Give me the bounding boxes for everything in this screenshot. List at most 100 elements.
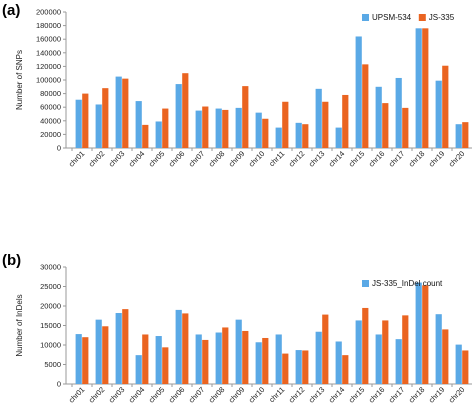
bar-chr13-series-2 <box>322 314 329 384</box>
y-axis-title: Number of InDels <box>15 294 24 356</box>
bar-chr12-series-2 <box>302 350 309 384</box>
bar-chr11-series-2 <box>282 101 289 148</box>
y-tick-label: 5000 <box>44 360 61 369</box>
legend-label: UPSM-534 <box>372 13 412 22</box>
bar-chr20-series-2 <box>462 122 469 148</box>
x-tick-label: chr12 <box>287 149 307 169</box>
bar-chr12-series-2 <box>302 124 309 148</box>
x-tick-label: chr19 <box>427 385 447 405</box>
bar-chr14-series-2 <box>342 355 349 384</box>
bar-chr02-series-2 <box>102 88 109 148</box>
legend-swatch <box>362 14 369 21</box>
y-tick-label: 140000 <box>36 48 61 57</box>
x-tick-label: chr09 <box>227 149 247 169</box>
bar-chr04-series-2 <box>142 124 149 148</box>
bar-chr02-series-1 <box>95 319 102 384</box>
bar-chr04-series-2 <box>142 334 149 384</box>
y-tick-label: 15000 <box>40 321 61 330</box>
bar-chr08-series-1 <box>215 332 222 384</box>
y-tick-label: 180000 <box>36 21 61 30</box>
bar-chr05-series-1 <box>155 336 162 384</box>
x-tick-label: chr17 <box>387 385 407 405</box>
bar-chr10-series-1 <box>255 112 262 148</box>
x-tick-label: chr11 <box>267 385 286 404</box>
bar-chr01-series-2 <box>82 337 89 384</box>
x-tick-label: chr16 <box>367 149 387 169</box>
bar-chr03-series-2 <box>122 78 129 148</box>
x-tick-label: chr18 <box>407 149 427 169</box>
x-tick-label: chr01 <box>67 149 87 169</box>
bar-chr06-series-1 <box>175 84 182 148</box>
x-tick-label: chr05 <box>147 149 167 169</box>
bar-chr10-series-1 <box>255 342 262 384</box>
x-tick-label: chr09 <box>227 385 247 405</box>
x-tick-label: chr05 <box>147 385 167 405</box>
x-tick-label: chr15 <box>347 149 367 169</box>
bar-chr18-series-2 <box>422 28 429 148</box>
x-tick-label: chr02 <box>87 149 107 169</box>
bar-chr11-series-1 <box>275 127 282 148</box>
bar-chr06-series-2 <box>182 313 189 384</box>
bar-chr16-series-2 <box>382 103 389 148</box>
bar-chr01-series-2 <box>82 93 89 148</box>
y-tick-label: 60000 <box>40 103 61 112</box>
x-tick-label: chr13 <box>307 385 327 405</box>
y-tick-label: 200000 <box>36 8 61 17</box>
bar-chr14-series-2 <box>342 94 349 148</box>
bar-chr19-series-2 <box>442 329 449 384</box>
bar-chr19-series-2 <box>442 65 449 148</box>
bar-chr14-series-1 <box>335 341 342 384</box>
bar-chr13-series-1 <box>315 331 322 384</box>
x-tick-label: chr07 <box>187 385 207 405</box>
bar-chr07-series-2 <box>202 106 209 148</box>
bar-chr15-series-2 <box>362 307 369 384</box>
bar-chr10-series-2 <box>262 118 269 148</box>
bar-chr04-series-1 <box>135 101 142 148</box>
x-tick-label: chr14 <box>327 149 347 169</box>
x-tick-label: chr06 <box>167 385 187 405</box>
x-tick-label: chr04 <box>127 149 147 169</box>
bar-chr04-series-1 <box>135 355 142 384</box>
bar-chr05-series-2 <box>162 347 169 384</box>
chart-panel-b: 0 5000 10000 15000 20000 25000 30000 Number of … <box>15 263 472 405</box>
bar-chr19-series-1 <box>435 80 442 148</box>
legend-swatch <box>362 280 369 287</box>
bar-chr03-series-2 <box>122 309 129 384</box>
bar-chr09-series-2 <box>242 330 249 384</box>
bar-chr09-series-1 <box>235 319 242 384</box>
y-tick-label: 160000 <box>36 35 61 44</box>
x-tick-label: chr10 <box>247 149 267 169</box>
y-tick-label: 80000 <box>40 89 61 98</box>
bar-chr18-series-1 <box>415 282 422 384</box>
y-tick-label: 120000 <box>36 62 61 71</box>
x-tick-label: chr01 <box>67 385 87 405</box>
y-tick-label: 40000 <box>40 116 61 125</box>
bar-chr02-series-1 <box>95 104 102 148</box>
bar-chr17-series-2 <box>402 315 409 384</box>
bar-chr13-series-2 <box>322 101 329 148</box>
bar-chr12-series-1 <box>295 122 302 148</box>
x-tick-label: chr03 <box>107 385 127 405</box>
x-tick-label: chr14 <box>327 385 347 405</box>
chart-panel-a: 0 20000 40000 60000 80000 100000 120000 140000 1… <box>15 8 472 169</box>
x-tick-label: chr03 <box>107 149 127 169</box>
bar-chr16-series-1 <box>375 334 382 384</box>
bar-chr13-series-1 <box>315 88 322 148</box>
bar-chr08-series-1 <box>215 108 222 148</box>
bar-chr11-series-1 <box>275 334 282 384</box>
bar-chr05-series-2 <box>162 108 169 148</box>
y-tick-label: 20000 <box>40 302 61 311</box>
bar-chr18-series-2 <box>422 285 429 384</box>
x-tick-label: chr08 <box>207 385 227 405</box>
legend-label: JS-335_InDel count <box>372 279 443 288</box>
x-tick-label: chr06 <box>167 149 187 169</box>
bar-chr05-series-1 <box>155 121 162 148</box>
bar-chr10-series-2 <box>262 337 269 384</box>
legend-label: JS-335 <box>429 13 455 22</box>
y-tick-label: 20000 <box>40 130 61 139</box>
bar-chr01-series-1 <box>75 99 82 148</box>
x-tick-label: chr12 <box>287 385 307 405</box>
x-tick-label: chr02 <box>87 385 107 405</box>
bar-chr08-series-2 <box>222 327 229 384</box>
